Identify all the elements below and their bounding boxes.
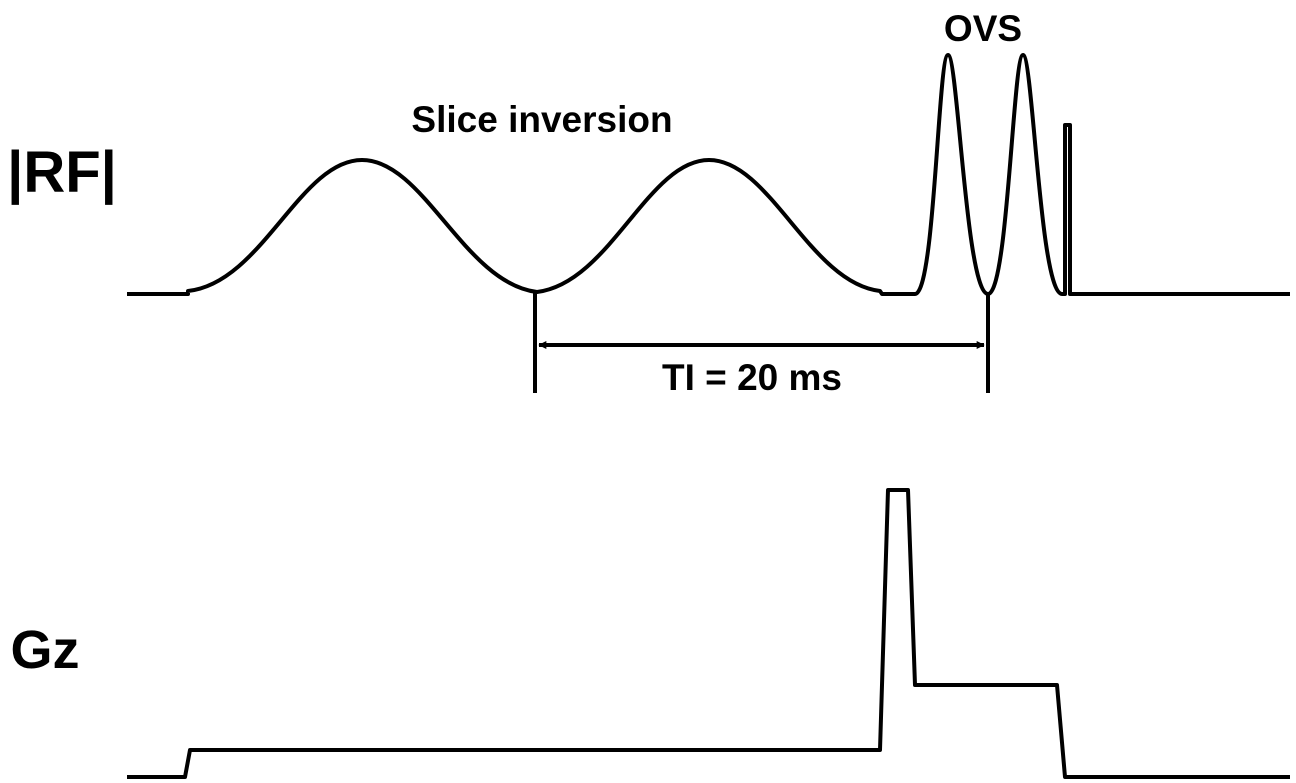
rf-label: |RF| [7,140,117,205]
rf-waveform [127,53,1290,296]
ti-label: TI = 20 ms [662,357,842,398]
gz-waveform [127,488,1290,779]
slice-inversion-label: Slice inversion [411,99,672,140]
ovs-label: OVS [944,8,1022,49]
gz-label: Gz [10,620,79,680]
